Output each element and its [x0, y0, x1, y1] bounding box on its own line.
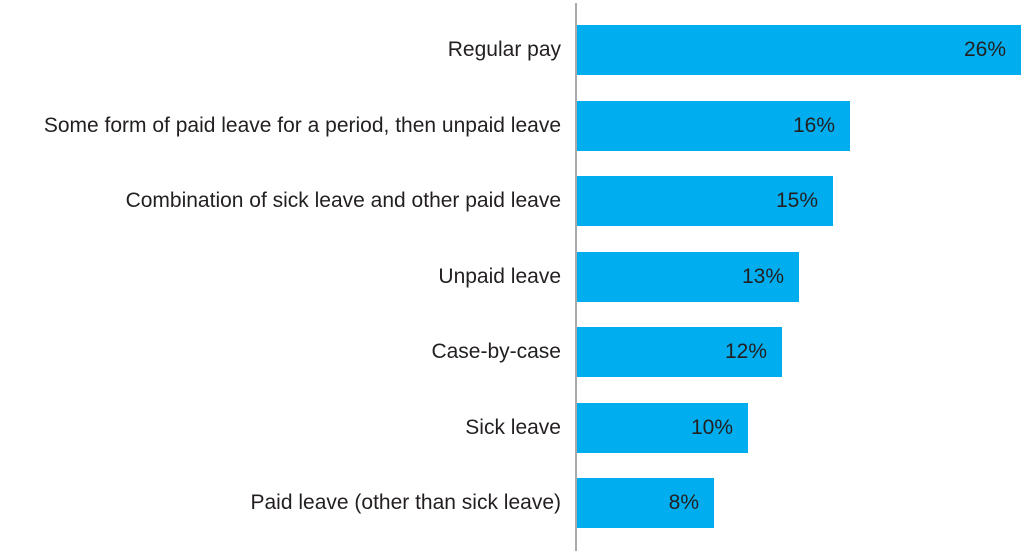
bar: 8%	[577, 478, 714, 528]
chart-row: Unpaid leave 13%	[0, 251, 1024, 302]
category-label: Case-by-case	[431, 340, 561, 363]
bar: 10%	[577, 402, 748, 453]
category-label: Regular pay	[447, 38, 561, 61]
chart-row: Combination of sick leave and other paid…	[0, 176, 1024, 226]
bar: 26%	[577, 25, 1021, 75]
chart-row: Paid leave (other than sick leave) 8%	[0, 478, 1024, 528]
category-label: Paid leave (other than sick leave)	[250, 491, 562, 514]
chart-row: Regular pay 26%	[0, 25, 1024, 75]
value-label: 15%	[775, 189, 818, 212]
value-label: 8%	[668, 491, 699, 514]
category-label: Unpaid leave	[438, 264, 561, 288]
bar: 12%	[577, 327, 782, 377]
chart-row: Some form of paid leave for a period, th…	[0, 100, 1024, 151]
bar: 15%	[577, 176, 833, 226]
category-label: Some form of paid leave for a period, th…	[43, 113, 561, 137]
value-label: 10%	[690, 415, 733, 439]
chart-row: Sick leave 10%	[0, 402, 1024, 453]
chart-row: Case-by-case 12%	[0, 327, 1024, 377]
value-label: 12%	[724, 340, 767, 363]
value-label: 26%	[963, 38, 1006, 61]
value-label: 13%	[741, 264, 784, 288]
bar: 13%	[577, 251, 799, 302]
bar: 16%	[577, 100, 850, 151]
y-axis-line	[575, 3, 577, 551]
category-label: Sick leave	[465, 415, 561, 439]
category-label: Combination of sick leave and other paid…	[125, 189, 561, 212]
value-label: 16%	[792, 113, 835, 137]
